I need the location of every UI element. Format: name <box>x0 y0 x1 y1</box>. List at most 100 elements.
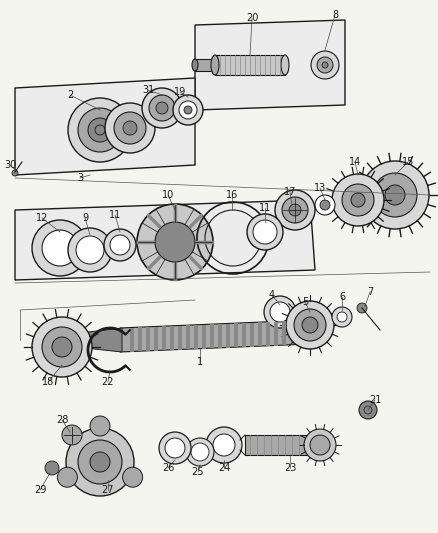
Circle shape <box>315 195 335 215</box>
Bar <box>226 324 230 348</box>
Circle shape <box>359 401 377 419</box>
Circle shape <box>137 204 213 280</box>
Circle shape <box>317 57 333 73</box>
Circle shape <box>57 467 78 487</box>
Circle shape <box>253 220 277 244</box>
Circle shape <box>337 312 347 322</box>
Circle shape <box>12 170 18 176</box>
Text: 8: 8 <box>332 10 338 20</box>
Bar <box>250 322 254 346</box>
Text: 10: 10 <box>162 190 174 200</box>
Circle shape <box>45 461 59 475</box>
Circle shape <box>32 220 88 276</box>
Text: 28: 28 <box>56 415 68 425</box>
Circle shape <box>32 317 92 377</box>
Circle shape <box>156 102 168 114</box>
Bar <box>266 322 270 346</box>
Bar <box>162 326 166 350</box>
Text: 29: 29 <box>34 485 46 495</box>
Circle shape <box>123 467 143 487</box>
Bar <box>130 328 134 352</box>
Polygon shape <box>80 328 122 352</box>
Circle shape <box>206 427 242 463</box>
Circle shape <box>66 428 134 496</box>
Text: 20: 20 <box>246 13 258 23</box>
Circle shape <box>351 193 365 207</box>
Text: 19: 19 <box>174 87 186 97</box>
Ellipse shape <box>192 59 198 71</box>
Circle shape <box>275 190 315 230</box>
Bar <box>170 326 174 350</box>
Bar <box>242 323 246 347</box>
Circle shape <box>68 228 112 272</box>
Circle shape <box>179 101 197 119</box>
Text: 11: 11 <box>259 203 271 213</box>
Bar <box>202 325 206 349</box>
Text: 1: 1 <box>197 357 203 367</box>
Text: 16: 16 <box>226 190 238 200</box>
Circle shape <box>289 204 301 216</box>
Text: 11: 11 <box>109 210 121 220</box>
Circle shape <box>110 235 130 255</box>
Text: 31: 31 <box>142 85 154 95</box>
Circle shape <box>304 429 336 461</box>
Circle shape <box>90 416 110 436</box>
Text: 15: 15 <box>402 157 414 167</box>
Text: 9: 9 <box>82 213 88 223</box>
Circle shape <box>105 103 155 153</box>
Circle shape <box>310 435 330 455</box>
Text: 26: 26 <box>162 463 174 473</box>
Circle shape <box>361 161 429 229</box>
Bar <box>195 59 217 71</box>
Text: 27: 27 <box>102 485 114 495</box>
Bar <box>245 435 315 455</box>
Text: 22: 22 <box>102 377 114 387</box>
Text: 7: 7 <box>367 287 373 297</box>
Circle shape <box>104 229 136 261</box>
Circle shape <box>95 125 105 135</box>
Text: 2: 2 <box>67 90 73 100</box>
Circle shape <box>322 62 328 68</box>
Bar <box>194 325 198 349</box>
Circle shape <box>270 302 290 322</box>
Circle shape <box>282 197 308 223</box>
Polygon shape <box>15 78 195 175</box>
Circle shape <box>320 200 330 210</box>
Circle shape <box>149 95 175 121</box>
Text: 21: 21 <box>369 395 381 405</box>
Circle shape <box>364 406 372 414</box>
Bar <box>234 323 238 347</box>
Polygon shape <box>15 200 315 280</box>
Bar <box>154 327 158 351</box>
Text: 5: 5 <box>302 297 308 307</box>
Circle shape <box>123 121 137 135</box>
Circle shape <box>186 438 214 466</box>
Circle shape <box>191 443 209 461</box>
Text: 14: 14 <box>349 157 361 167</box>
Circle shape <box>76 236 104 264</box>
Circle shape <box>385 185 405 205</box>
Circle shape <box>213 434 235 456</box>
Text: 17: 17 <box>284 187 296 197</box>
Polygon shape <box>195 20 345 110</box>
Bar <box>146 327 150 351</box>
Bar <box>218 324 222 348</box>
Circle shape <box>159 432 191 464</box>
Text: 13: 13 <box>314 183 326 193</box>
Text: 12: 12 <box>36 213 48 223</box>
Circle shape <box>78 440 122 484</box>
Circle shape <box>155 222 195 262</box>
Text: 25: 25 <box>192 467 204 477</box>
Circle shape <box>311 51 339 79</box>
Circle shape <box>165 438 185 458</box>
Circle shape <box>332 307 352 327</box>
Circle shape <box>286 301 334 349</box>
Circle shape <box>184 106 192 114</box>
Circle shape <box>373 173 417 217</box>
Ellipse shape <box>281 55 289 75</box>
Circle shape <box>173 95 203 125</box>
Circle shape <box>247 214 283 250</box>
Bar <box>274 321 278 345</box>
Bar <box>186 325 190 349</box>
Text: 18: 18 <box>42 377 54 387</box>
